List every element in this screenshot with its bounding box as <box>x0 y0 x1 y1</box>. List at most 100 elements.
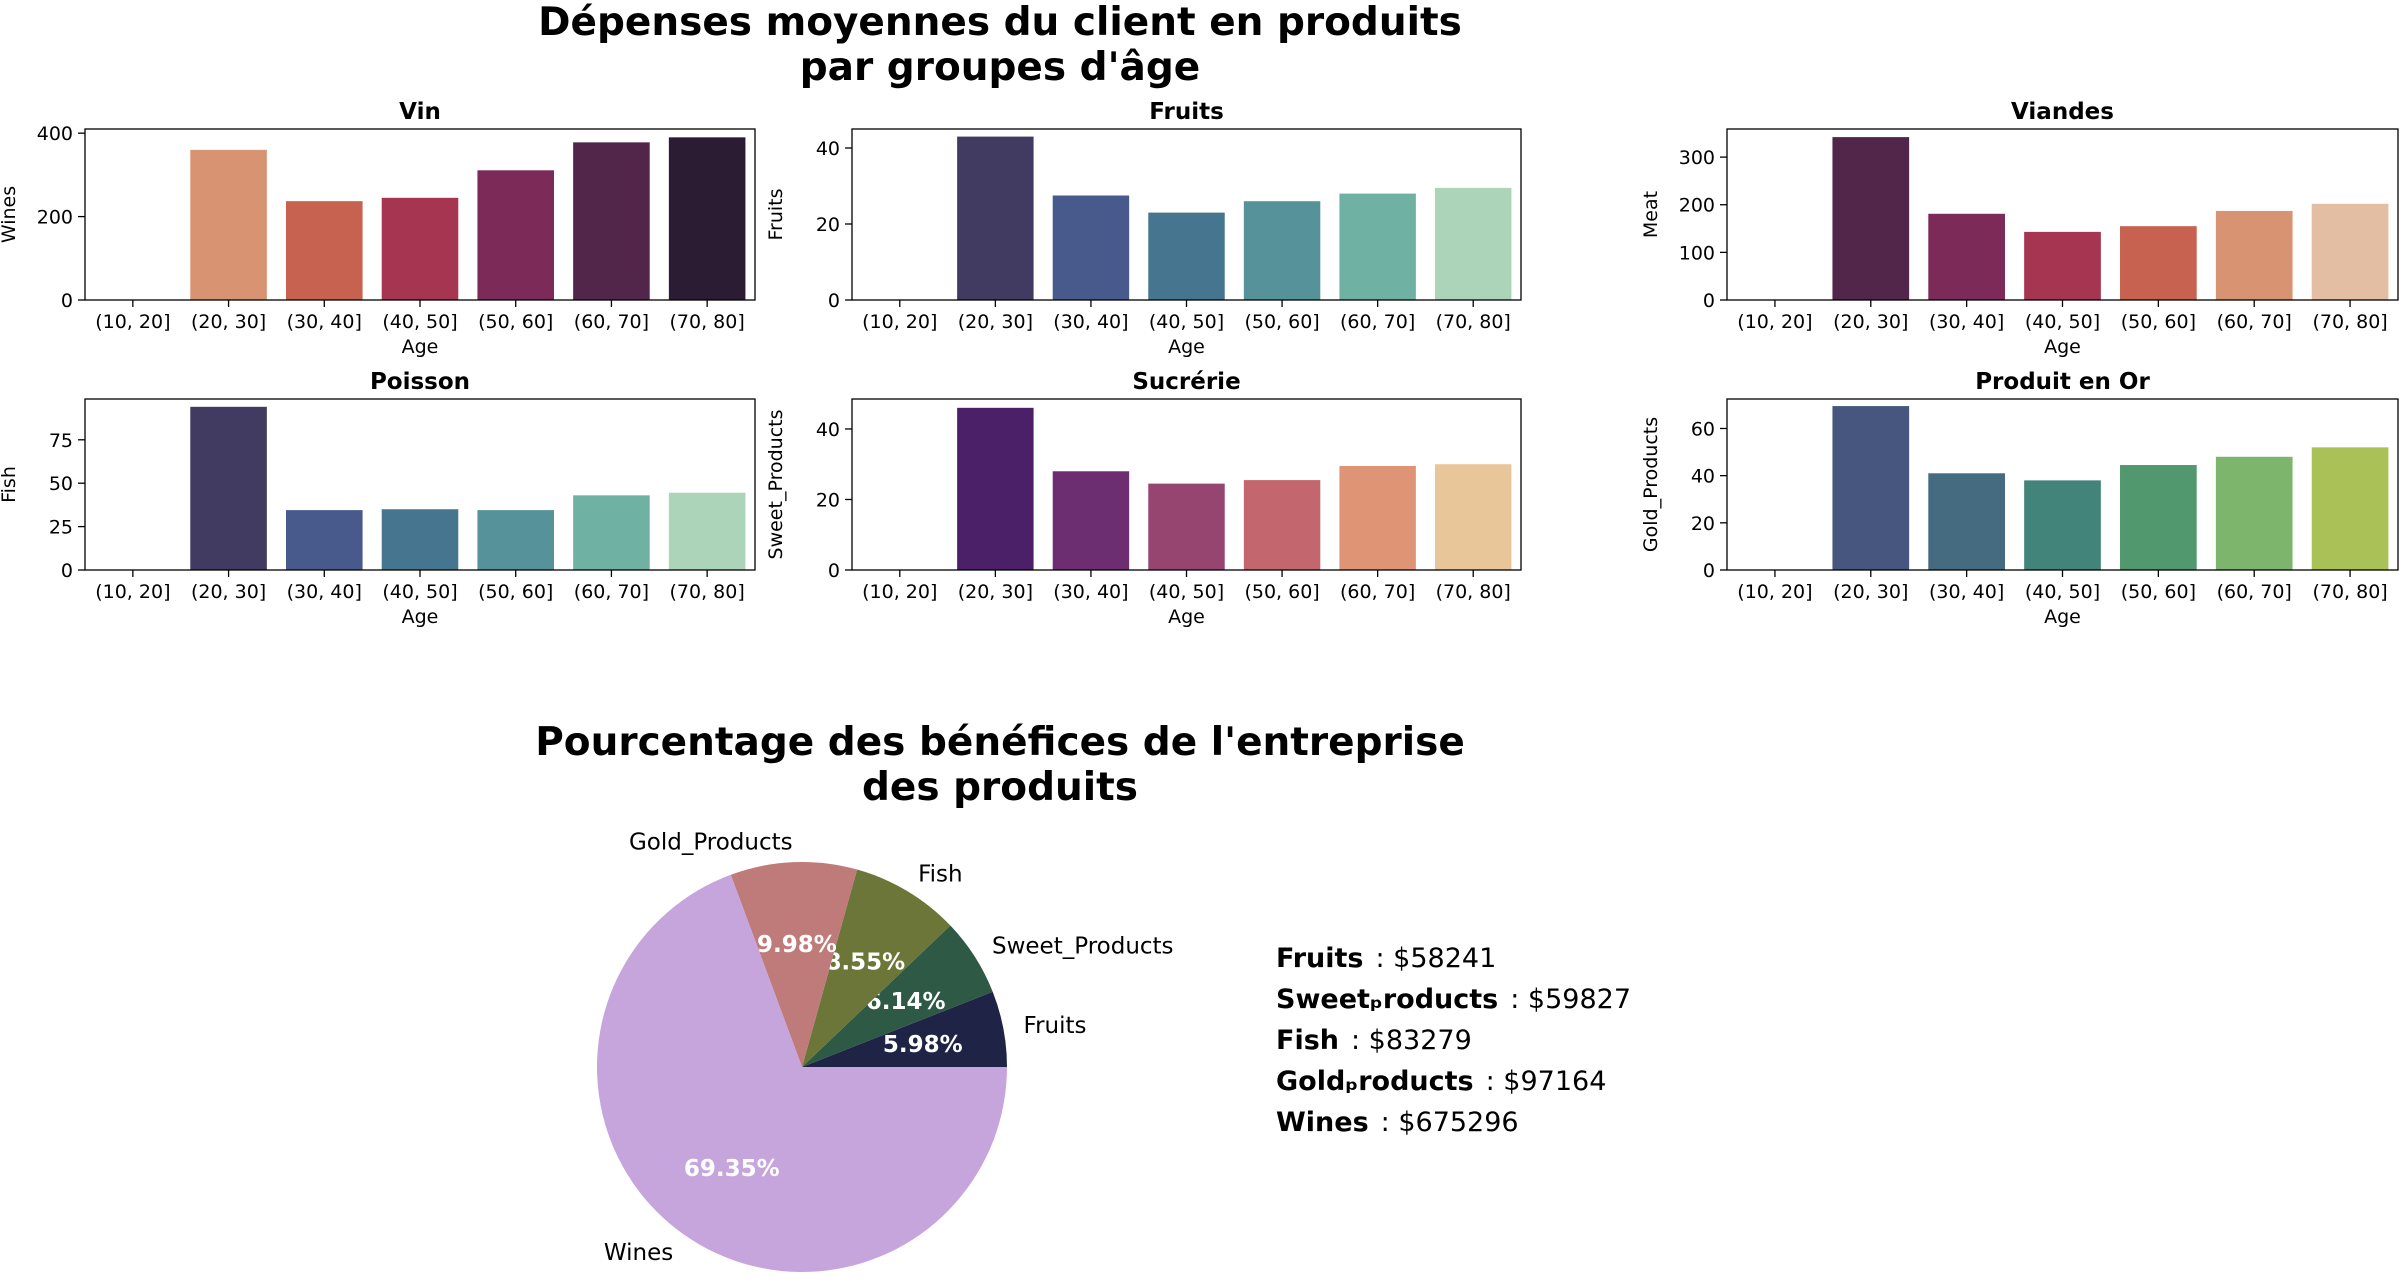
x-tick-label: (40, 50] <box>382 581 457 603</box>
bar <box>2311 447 2389 570</box>
pie-label: Fruits <box>1024 1013 1087 1039</box>
x-tick-label: (10, 20] <box>95 581 170 603</box>
bar <box>1243 201 1321 300</box>
pie-label: Wines <box>604 1240 673 1266</box>
bar <box>2024 231 2101 300</box>
x-tick-label: (60, 70] <box>2217 581 2292 603</box>
x-tick-label: (20, 30] <box>1833 311 1908 333</box>
bar <box>1928 473 2005 570</box>
bar <box>477 510 554 570</box>
x-tick-label: (50, 60] <box>478 581 553 603</box>
bar <box>573 495 650 570</box>
pie-pct-label: 9.98% <box>757 932 837 958</box>
bar <box>1339 465 1416 570</box>
bar <box>2120 226 2197 300</box>
main-title: Dépenses moyennes du client en produits … <box>0 0 2204 90</box>
pie-slice <box>802 869 951 1067</box>
bar <box>2120 465 2197 570</box>
x-tick-label: (10, 20] <box>95 311 170 333</box>
legend-value: : $58241 <box>1375 943 1497 974</box>
bar <box>1832 406 1910 570</box>
pie-pct-label: 8.55% <box>825 950 905 976</box>
bar <box>2311 203 2389 300</box>
legend-name: Fruits <box>1276 943 1364 974</box>
y-tick-label: 20 <box>816 489 840 511</box>
legend-value: : $675296 <box>1380 1107 1519 1138</box>
x-tick-label: (70, 80] <box>670 581 745 603</box>
y-axis-label: Wines <box>0 186 20 243</box>
panel-title: Fruits <box>1149 99 1224 125</box>
y-axis-label: Sweet_Products <box>765 410 787 560</box>
bar <box>2215 456 2293 570</box>
legend-value: : $59827 <box>1510 984 1631 1015</box>
y-tick-label: 25 <box>49 517 73 539</box>
y-tick-label: 0 <box>828 560 840 582</box>
y-tick-label: 400 <box>37 123 73 145</box>
x-tick-label: (30, 40] <box>1929 311 2004 333</box>
pie-label: Fish <box>918 862 963 888</box>
x-tick-label: (20, 30] <box>191 581 266 603</box>
x-tick-label: (30, 40] <box>1929 581 2004 603</box>
panel-title: Poisson <box>370 369 470 395</box>
y-axis-label: Meat <box>1640 191 1662 238</box>
x-tick-label: (70, 80] <box>2312 581 2387 603</box>
x-tick-label: (30, 40] <box>1053 581 1128 603</box>
bar <box>477 170 554 300</box>
legend-row: Sweetₚroducts: $59827 <box>1276 979 1631 1020</box>
y-tick-label: 200 <box>1679 195 1715 217</box>
y-axis-label: Fish <box>0 466 20 503</box>
bar <box>668 137 746 300</box>
x-axis-label: Age <box>1168 606 1205 628</box>
y-tick-label: 60 <box>1691 418 1715 440</box>
x-tick-label: (50, 60] <box>1244 581 1319 603</box>
x-axis-label: Age <box>2044 336 2081 358</box>
x-tick-label: (60, 70] <box>574 581 649 603</box>
y-tick-label: 50 <box>49 473 73 495</box>
x-tick-label: (20, 30] <box>958 311 1033 333</box>
pie-pct-label: 69.35% <box>684 1156 780 1182</box>
bar <box>2215 210 2293 300</box>
x-tick-label: (60, 70] <box>574 311 649 333</box>
pie-slice <box>802 991 1007 1067</box>
bar <box>190 149 267 300</box>
x-axis-label: Age <box>402 606 439 628</box>
bar <box>286 510 363 570</box>
y-tick-label: 0 <box>828 290 840 312</box>
y-tick-label: 40 <box>1691 466 1715 488</box>
panel-title: Produit en Or <box>1975 369 2150 395</box>
x-axis-label: Age <box>1168 336 1205 358</box>
y-axis-label: Fruits <box>765 188 787 240</box>
x-tick-label: (30, 40] <box>287 311 362 333</box>
pie-pct-label: 5.98% <box>883 1032 963 1058</box>
bar <box>668 492 746 570</box>
x-axis-label: Age <box>2044 606 2081 628</box>
y-tick-label: 0 <box>61 290 73 312</box>
x-tick-label: (30, 40] <box>287 581 362 603</box>
main-title-line2: par groupes d'âge <box>799 45 1201 90</box>
legend-row: Wines : $675296 <box>1276 1102 1631 1143</box>
y-tick-label: 0 <box>1703 290 1715 312</box>
x-tick-label: (10, 20] <box>862 581 937 603</box>
y-tick-label: 200 <box>37 207 73 229</box>
y-tick-label: 20 <box>1691 513 1715 535</box>
bar <box>573 142 650 300</box>
bar <box>1052 471 1130 570</box>
legend-name: Goldₚroducts <box>1276 1066 1474 1097</box>
y-axis-label: Gold_Products <box>1640 417 1662 552</box>
legend-name: Wines <box>1276 1107 1369 1138</box>
panel-title: Vin <box>399 99 441 125</box>
x-tick-label: (40, 50] <box>1149 581 1224 603</box>
pie-label: Gold_Products <box>629 830 793 856</box>
y-tick-label: 40 <box>816 419 840 441</box>
x-axis-label: Age <box>402 336 439 358</box>
x-tick-label: (50, 60] <box>1244 311 1319 333</box>
pie-title-line1: Pourcentage des bénéfices de l'entrepris… <box>535 720 1465 765</box>
main-title-line1: Dépenses moyennes du client en produits <box>538 0 1462 45</box>
y-tick-label: 100 <box>1679 242 1715 264</box>
legend-row: Fish: $83279 <box>1276 1020 1631 1061</box>
x-tick-label: (70, 80] <box>670 311 745 333</box>
bar <box>286 201 363 300</box>
legend-row: Goldₚroducts: $97164 <box>1276 1061 1631 1102</box>
bar <box>1434 187 1512 300</box>
panel-title: Viandes <box>2011 99 2114 125</box>
